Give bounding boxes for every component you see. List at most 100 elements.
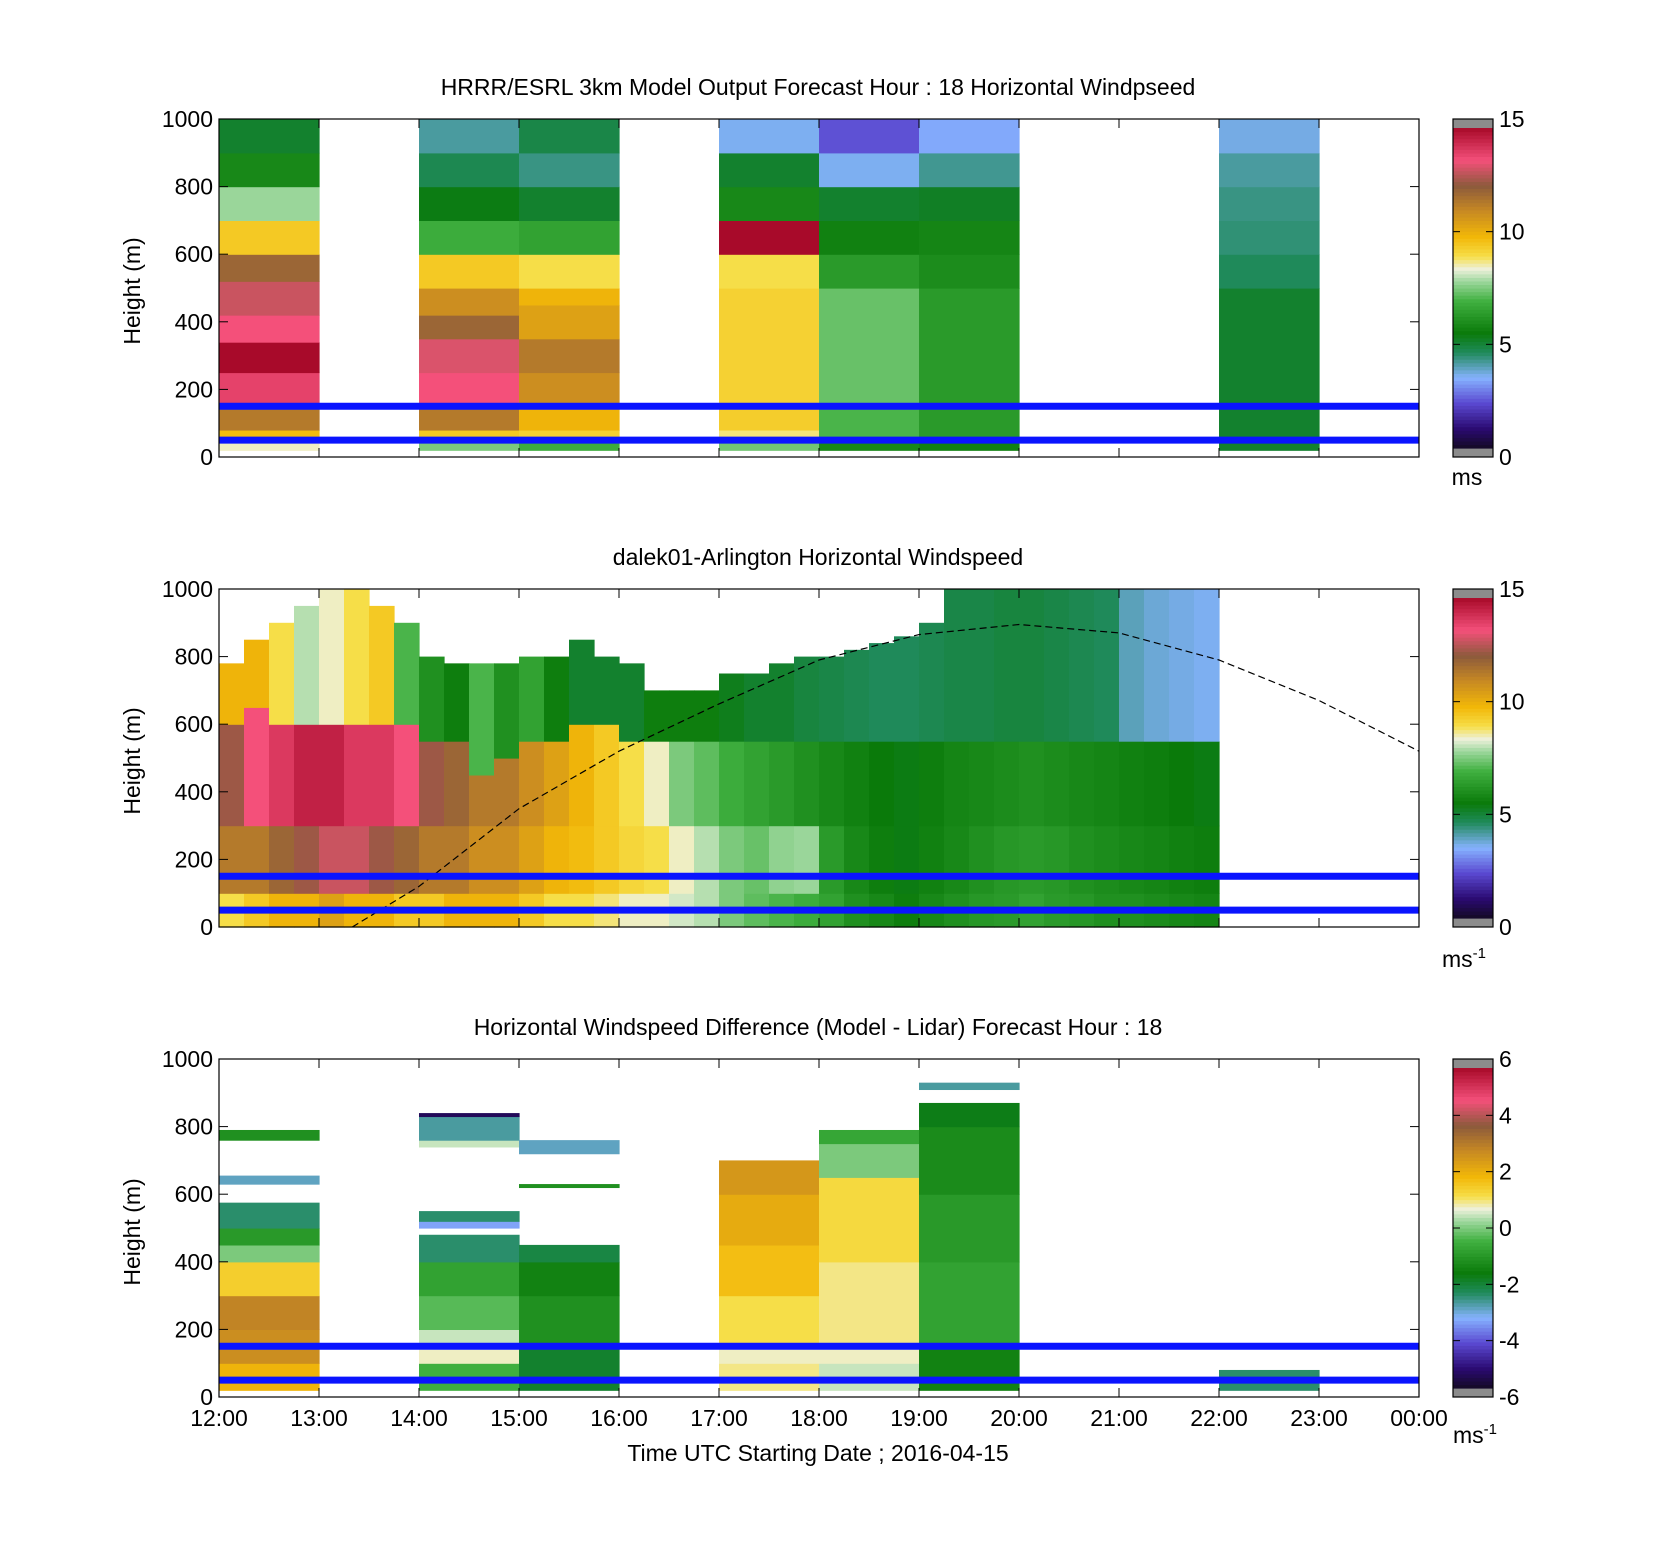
panel-model: HRRR/ESRL 3km Model Output Forecast Hour… xyxy=(119,74,1525,490)
heatmap-cell xyxy=(419,1295,520,1330)
heatmap-cell xyxy=(1044,825,1070,894)
colorbar-step xyxy=(1453,765,1493,770)
y-tick-label: 800 xyxy=(175,174,213,200)
heatmap-cell xyxy=(619,825,645,894)
colorbar-step xyxy=(1453,679,1493,684)
y-tick-label: 200 xyxy=(175,376,213,402)
heatmap-cell xyxy=(719,254,820,289)
heatmap-cell xyxy=(1144,825,1170,894)
colorbar-step xyxy=(1453,1135,1493,1140)
panel-lidar-plot: 0 200 400 600 800 1000 xyxy=(162,576,1420,940)
colorbar-step xyxy=(1453,1256,1493,1261)
heatmap-cell xyxy=(419,372,520,407)
heatmap-cell xyxy=(544,656,570,742)
panel-diff-ylabel: Height (m) xyxy=(119,1178,145,1285)
colorbar-tick-label: -2 xyxy=(1499,1271,1519,1297)
heatmap-cell xyxy=(244,707,270,827)
colorbar-step xyxy=(1453,1206,1493,1211)
colorbar-step xyxy=(1453,1103,1493,1108)
heatmap-cell xyxy=(1144,589,1170,742)
heatmap-cell xyxy=(694,825,720,894)
colorbar-step xyxy=(1453,754,1493,759)
heatmap-cell xyxy=(1044,589,1070,742)
colorbar-step xyxy=(1453,426,1493,431)
heatmap-cell xyxy=(344,724,370,827)
heatmap-cell xyxy=(1169,589,1195,742)
colorbar-step xyxy=(1453,910,1493,916)
heatmap-cell xyxy=(919,254,1020,289)
heatmap-cell xyxy=(719,1194,820,1246)
colorbar-step xyxy=(1453,1110,1493,1115)
colorbar-step xyxy=(1453,761,1493,766)
heatmap-cell xyxy=(519,254,620,289)
colorbar-step xyxy=(1453,344,1493,350)
heatmap-cell xyxy=(1019,589,1045,742)
heatmap-cell xyxy=(419,1261,520,1297)
colorbar-step xyxy=(1453,598,1493,603)
colorbar-underflow-cap xyxy=(1453,1388,1493,1397)
colorbar-step xyxy=(1453,800,1493,805)
y-tick-label: 400 xyxy=(175,309,213,335)
heatmap-cell xyxy=(819,1129,920,1145)
colorbar-step xyxy=(1453,633,1493,638)
colorbar-step xyxy=(1453,782,1493,788)
colorbar-step xyxy=(1453,811,1493,816)
heatmap-cell xyxy=(819,1346,920,1364)
y-tick-label: 600 xyxy=(175,241,213,267)
heatmap-cell xyxy=(219,186,320,221)
heatmap-cell xyxy=(719,1244,820,1297)
x-tick-label: 17:00 xyxy=(690,1405,748,1431)
heatmap-cell xyxy=(419,338,520,374)
colorbar-overflow-cap xyxy=(1453,119,1493,128)
heatmap-cell xyxy=(794,741,820,827)
heatmap-cell xyxy=(369,825,395,894)
heatmap-cell xyxy=(919,1346,1020,1391)
colorbar-overflow-cap xyxy=(1453,589,1493,598)
heatmap-cell xyxy=(419,1221,520,1229)
colorbar-step xyxy=(1453,1153,1493,1158)
colorbar-step xyxy=(1453,1345,1493,1350)
colorbar-step xyxy=(1453,1245,1493,1250)
colorbar-step xyxy=(1453,1107,1493,1112)
colorbar-step xyxy=(1453,362,1493,367)
heatmap-cell xyxy=(1069,741,1095,827)
heatmap-cell xyxy=(1044,741,1070,827)
colorbar-step xyxy=(1453,316,1493,321)
heatmap-cell xyxy=(819,254,920,289)
colorbar-step xyxy=(1453,1068,1493,1073)
heatmap-cell xyxy=(719,186,820,221)
heatmap-cell xyxy=(1119,741,1145,827)
colorbar-step xyxy=(1453,202,1493,207)
heatmap-cell xyxy=(719,406,820,431)
panel-diff-xlabel: Time UTC Starting Date ; 2016-04-15 xyxy=(627,1440,1008,1466)
heatmap-cell xyxy=(819,220,920,255)
heatmap-cell xyxy=(394,825,420,894)
colorbar-overflow-cap xyxy=(1453,1059,1493,1068)
heatmap-cell xyxy=(944,589,970,742)
heatmap-cell xyxy=(294,605,320,725)
heatmap-cell xyxy=(419,406,520,431)
colorbar-step xyxy=(1453,1231,1493,1236)
heatmap-cell xyxy=(319,825,345,894)
x-tick-label: 14:00 xyxy=(390,1405,448,1431)
x-tick-label: 22:00 xyxy=(1190,1405,1248,1431)
colorbar-step xyxy=(1453,846,1493,852)
colorbar-step xyxy=(1453,1316,1493,1322)
panel-diff-colorbar: -6 -4 -2 0 2 4 6 xyxy=(1452,1046,1520,1410)
heatmap-cell xyxy=(219,724,245,827)
colorbar-step xyxy=(1453,348,1493,353)
panel-model-plot: 0 200 400 600 800 1000 xyxy=(162,106,1420,470)
colorbar-tick-label: 2 xyxy=(1499,1159,1512,1185)
colorbar-step xyxy=(1453,733,1493,738)
y-tick-label: 600 xyxy=(175,711,213,737)
colorbar-step xyxy=(1453,330,1493,335)
heatmap-cell xyxy=(719,152,820,188)
colorbar-step xyxy=(1453,152,1493,158)
heatmap-cell xyxy=(1169,741,1195,827)
colorbar-step xyxy=(1453,259,1493,264)
heatmap-cell xyxy=(519,288,620,306)
heatmap-cell xyxy=(519,441,620,451)
colorbar-step xyxy=(1453,1142,1493,1147)
colorbar-step xyxy=(1453,697,1493,702)
colorbar-step xyxy=(1453,640,1493,645)
